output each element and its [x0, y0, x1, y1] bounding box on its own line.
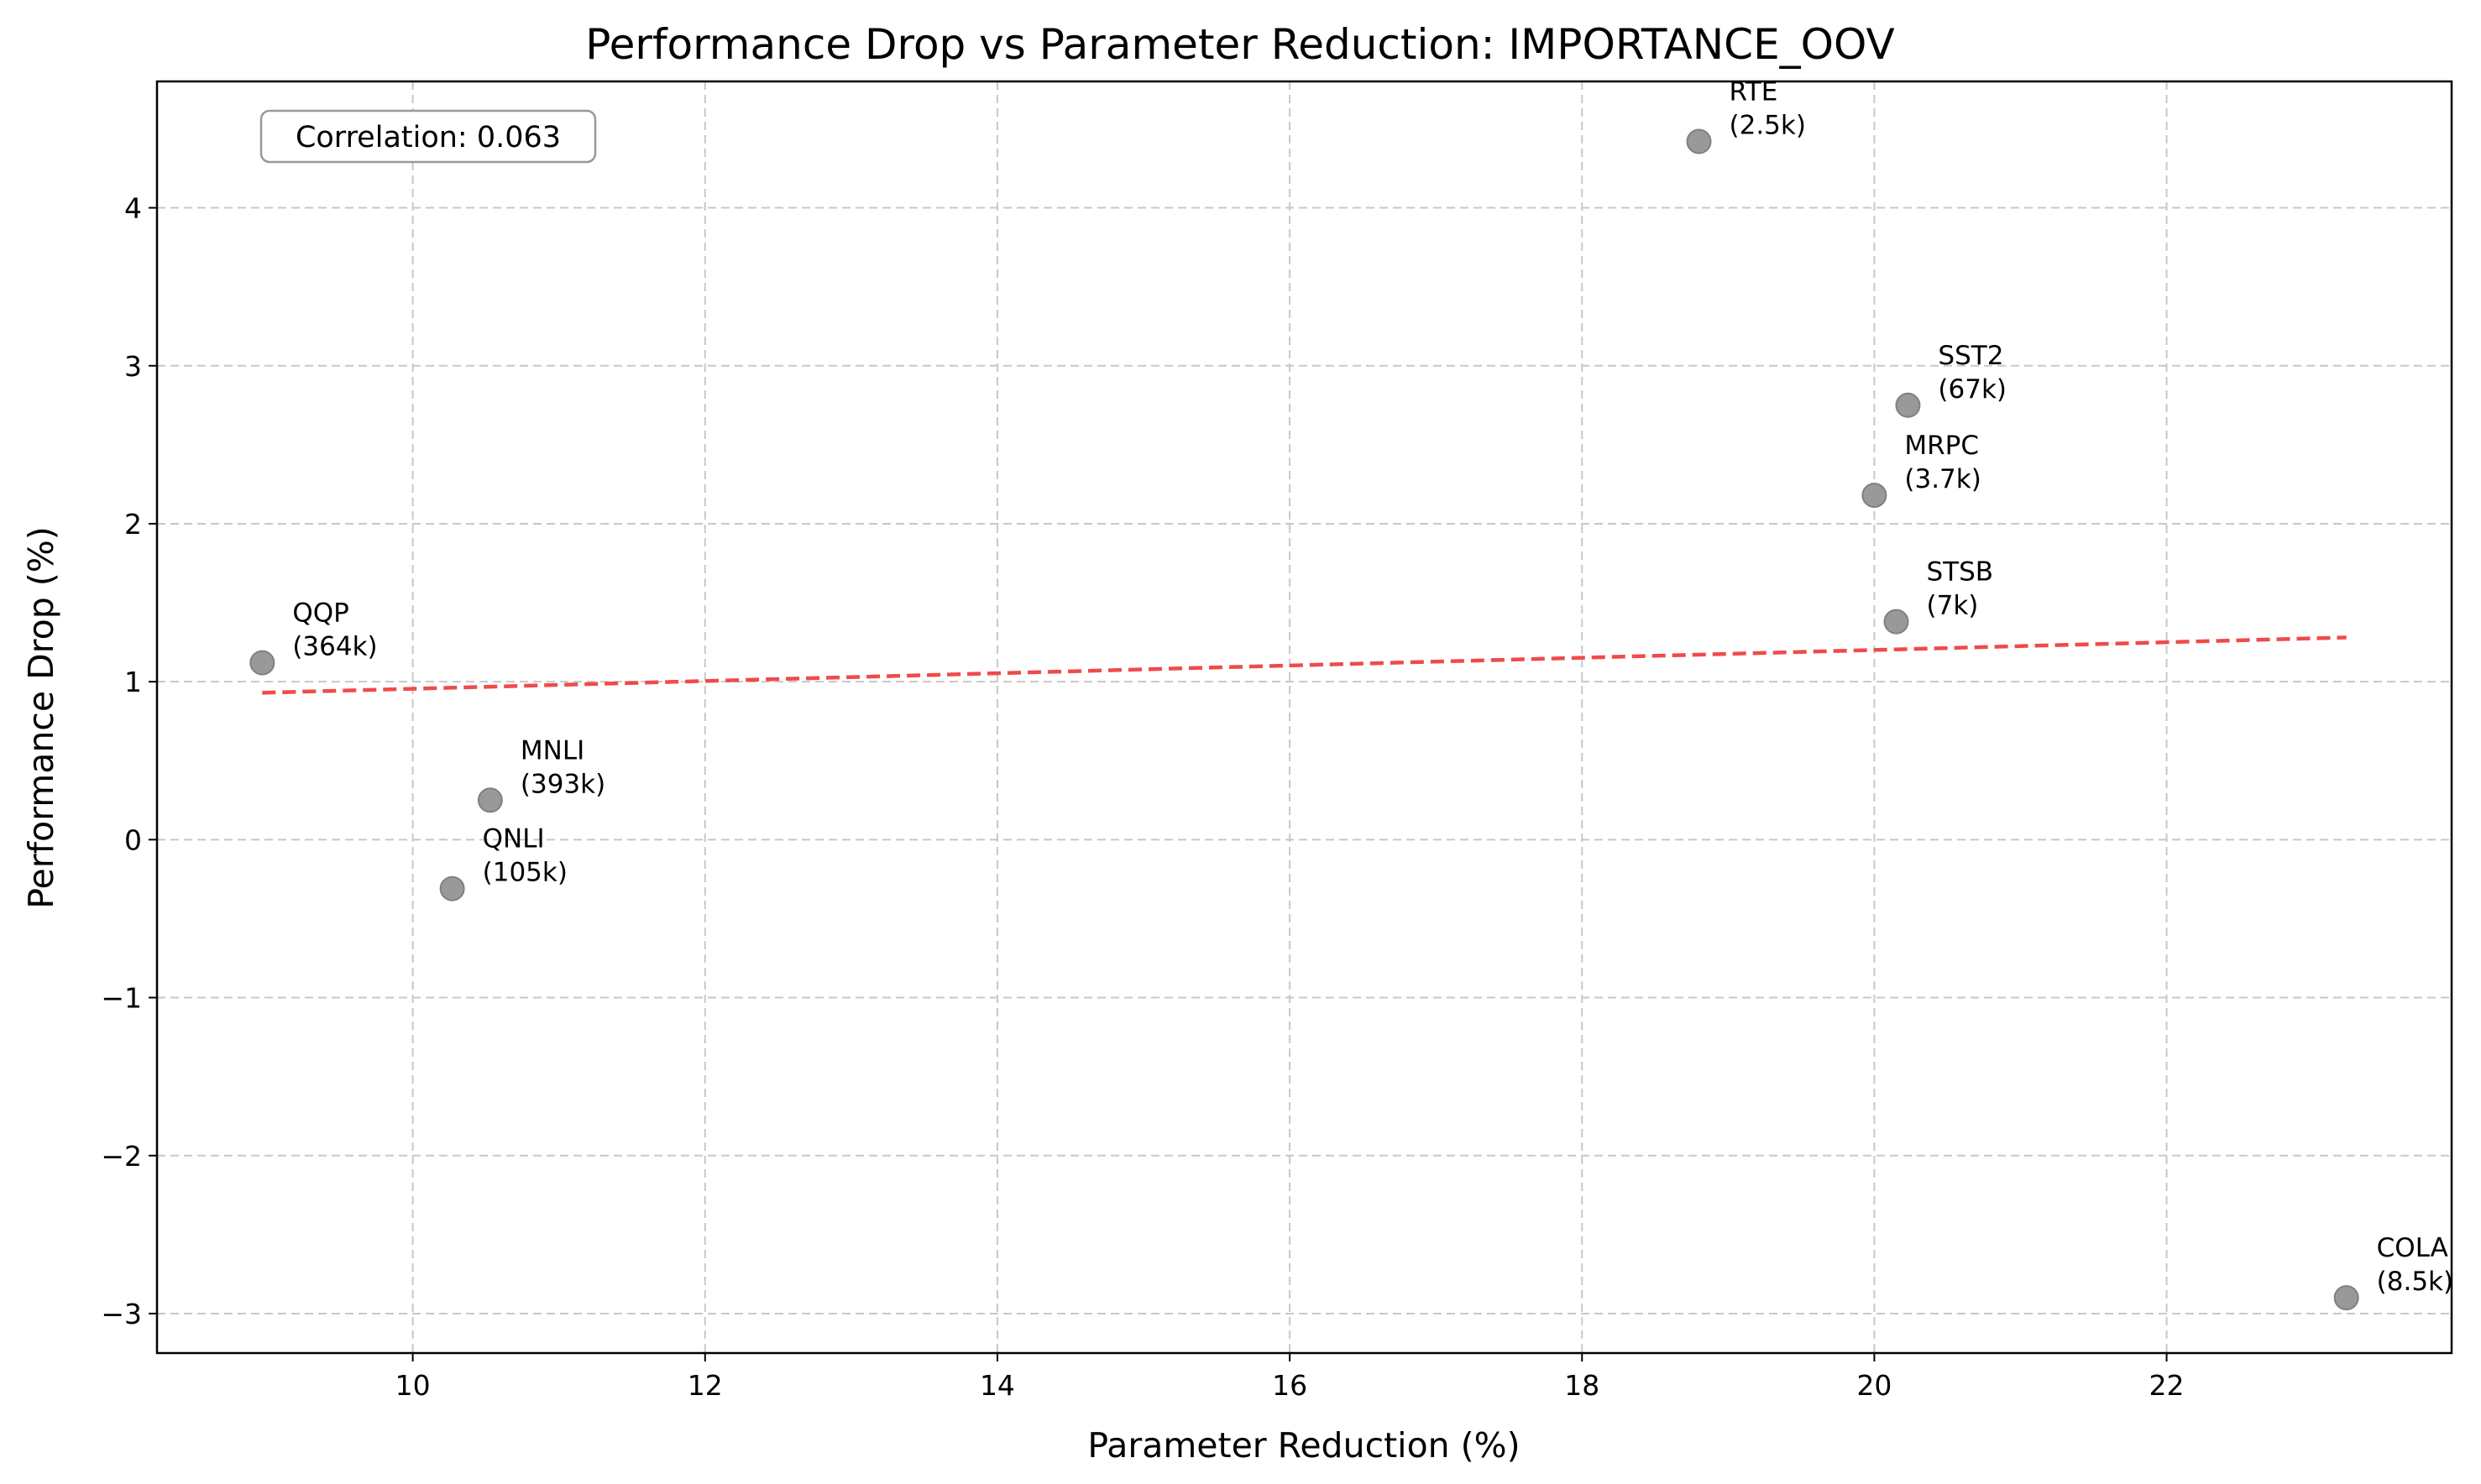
point-label-name: MRPC: [1904, 431, 1979, 461]
x-axis-label: Parameter Reduction (%): [1087, 1425, 1520, 1466]
point-label-size: (8.5k): [2377, 1267, 2453, 1297]
x-tick-label: 16: [1272, 1369, 1307, 1402]
y-tick-label: 3: [124, 350, 142, 383]
trendline: [262, 635, 2347, 695]
point-label-name: SST2: [1938, 341, 2003, 371]
x-tick-label: 12: [688, 1369, 723, 1402]
x-tick-label: 20: [1856, 1369, 1892, 1402]
y-axis-label: Performance Drop (%): [21, 526, 61, 908]
point-label-size: (393k): [521, 769, 605, 799]
plot-frame: [155, 80, 2453, 1355]
point-label-name: COLA: [2377, 1233, 2448, 1263]
data-point: [1686, 128, 1712, 154]
correlation-text: Correlation: 0.063: [296, 121, 561, 154]
data-point: [1861, 483, 1887, 509]
data-point: [477, 787, 503, 813]
point-label-size: (364k): [292, 632, 377, 662]
y-tick-label: 4: [124, 192, 142, 225]
correlation-box: Correlation: 0.063: [259, 109, 597, 164]
x-tick-label: 14: [980, 1369, 1015, 1402]
point-label-size: (2.5k): [1730, 111, 1806, 141]
data-point: [439, 875, 465, 901]
y-tick-label: 1: [124, 666, 142, 698]
point-label-name: QNLI: [483, 824, 545, 854]
point-label-size: (3.7k): [1904, 464, 1981, 494]
point-labels-layer: QQP(364k)MNLI(393k)QNLI(105k)RTE(2.5k)SS…: [292, 77, 2453, 1298]
data-point: [2333, 1285, 2359, 1311]
point-label-name: STSB: [1927, 557, 1994, 588]
x-tick-label: 10: [395, 1369, 431, 1402]
points-layer: [249, 128, 2359, 1311]
y-tick-label: −3: [101, 1298, 142, 1330]
point-label-size: (7k): [1927, 591, 1979, 621]
x-tick-label: 22: [2149, 1369, 2185, 1402]
grid: [157, 81, 2452, 1353]
x-tick-label: 18: [1564, 1369, 1599, 1402]
data-point: [1883, 609, 1909, 635]
y-tick-label: 2: [124, 508, 142, 541]
correlation-box-frame: [259, 109, 597, 164]
point-label-name: QQP: [292, 598, 349, 629]
point-label-name: MNLI: [521, 735, 584, 766]
point-label-size: (67k): [1938, 374, 2007, 405]
y-tick-label: 0: [124, 823, 142, 856]
chart-title: Performance Drop vs Parameter Reduction:…: [585, 20, 1894, 69]
data-point: [249, 650, 275, 676]
x-axis-ticks: 10 12 14 16 18 20 22: [395, 1353, 2185, 1402]
trendline-layer: [262, 635, 2347, 695]
y-axis-ticks: −3 −2 −1 0 1 2 3 4: [101, 192, 157, 1330]
data-point: [1895, 392, 1921, 418]
y-tick-label: −1: [101, 982, 142, 1015]
y-tick-label: −2: [101, 1140, 142, 1173]
point-label-size: (105k): [483, 858, 568, 888]
